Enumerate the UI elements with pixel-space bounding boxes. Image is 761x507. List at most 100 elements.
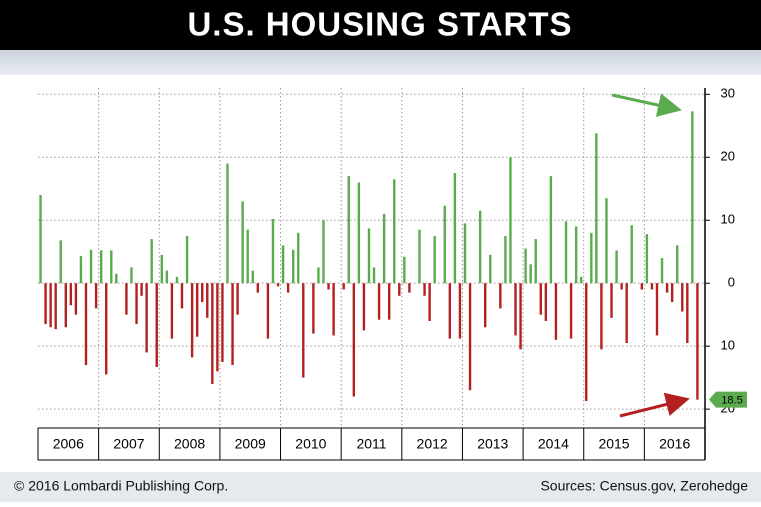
bar xyxy=(382,213,386,284)
bar xyxy=(352,283,356,397)
bar xyxy=(398,283,401,296)
bar xyxy=(195,283,199,337)
bar xyxy=(468,283,472,391)
x-tick-label: 2007 xyxy=(113,436,144,452)
bar xyxy=(357,182,361,284)
bar xyxy=(489,254,492,284)
bar xyxy=(423,283,426,296)
bar xyxy=(696,283,699,400)
bar xyxy=(206,283,209,318)
bar xyxy=(615,250,618,284)
bar xyxy=(276,283,280,287)
bar xyxy=(362,283,366,331)
bar xyxy=(150,239,153,284)
header-band xyxy=(0,50,761,75)
bar xyxy=(605,198,608,284)
bar xyxy=(211,283,214,384)
x-tick-label: 2010 xyxy=(295,436,326,452)
bar xyxy=(226,163,229,284)
bar xyxy=(600,283,603,350)
x-tick-label: 2011 xyxy=(356,436,386,452)
bar xyxy=(241,201,244,284)
bar xyxy=(676,245,679,284)
bar xyxy=(367,228,371,284)
bar xyxy=(569,283,573,339)
bar xyxy=(458,283,462,339)
bar xyxy=(246,229,249,284)
bar xyxy=(549,176,553,284)
x-tick-label: 2008 xyxy=(174,436,205,452)
bar xyxy=(54,283,57,330)
bar xyxy=(221,283,224,362)
x-tick-label: 2006 xyxy=(53,436,84,452)
bar xyxy=(539,283,542,315)
bar xyxy=(110,250,113,284)
bar xyxy=(89,249,93,284)
callout-label: 18.5 xyxy=(721,395,742,407)
chart-title: U.S. HOUSING STARTS xyxy=(187,6,572,43)
title-bar xyxy=(0,0,761,50)
bar xyxy=(251,270,254,284)
x-tick-label: 2012 xyxy=(417,436,448,452)
bar xyxy=(84,283,88,366)
bar xyxy=(140,283,143,296)
arrow-up xyxy=(611,93,682,117)
bar xyxy=(135,283,138,325)
x-tick-label: 2016 xyxy=(659,436,690,452)
bar xyxy=(185,235,189,284)
bar xyxy=(64,283,67,328)
bar xyxy=(145,283,148,353)
bar xyxy=(453,173,457,284)
bar xyxy=(317,267,320,284)
bar xyxy=(216,283,219,372)
bar xyxy=(393,179,396,284)
bar xyxy=(554,283,558,340)
x-tick-label: 2014 xyxy=(538,436,569,452)
bar xyxy=(291,249,295,284)
x-tick-label: 2009 xyxy=(235,436,266,452)
bar xyxy=(322,220,325,284)
bar xyxy=(286,283,290,293)
x-tick-label: 2015 xyxy=(598,436,629,452)
bar xyxy=(105,283,108,375)
x-tick-label: 2013 xyxy=(477,436,508,452)
bar xyxy=(115,273,118,284)
bar xyxy=(595,133,598,284)
bar xyxy=(39,195,42,284)
bar xyxy=(170,283,174,339)
bar xyxy=(79,256,83,284)
bar xyxy=(74,283,78,315)
bar xyxy=(130,267,133,284)
bar xyxy=(660,258,664,284)
bar xyxy=(408,283,411,293)
bar xyxy=(347,176,350,284)
callout-box xyxy=(709,391,747,408)
bar xyxy=(564,221,568,284)
bar xyxy=(630,225,633,284)
bar xyxy=(165,270,169,284)
bar xyxy=(483,283,487,328)
bar xyxy=(160,254,163,284)
bar xyxy=(691,111,694,284)
bar xyxy=(504,235,507,284)
bar xyxy=(428,283,431,321)
bar xyxy=(655,283,659,336)
bar xyxy=(94,283,98,309)
bar xyxy=(509,157,512,284)
footer-right: Sources: Census.gov, Zerohedge xyxy=(540,478,748,494)
bar xyxy=(665,283,669,293)
bar xyxy=(155,283,158,367)
bar xyxy=(640,283,644,290)
footer xyxy=(0,472,761,502)
bar xyxy=(625,283,628,343)
bar xyxy=(590,232,593,284)
y-tick-label: 10 xyxy=(721,338,735,353)
bar xyxy=(281,245,285,284)
bar xyxy=(620,283,623,290)
bar xyxy=(342,283,345,290)
bar xyxy=(175,276,179,284)
bar xyxy=(266,283,270,339)
bar xyxy=(125,283,128,315)
bar xyxy=(377,283,381,320)
